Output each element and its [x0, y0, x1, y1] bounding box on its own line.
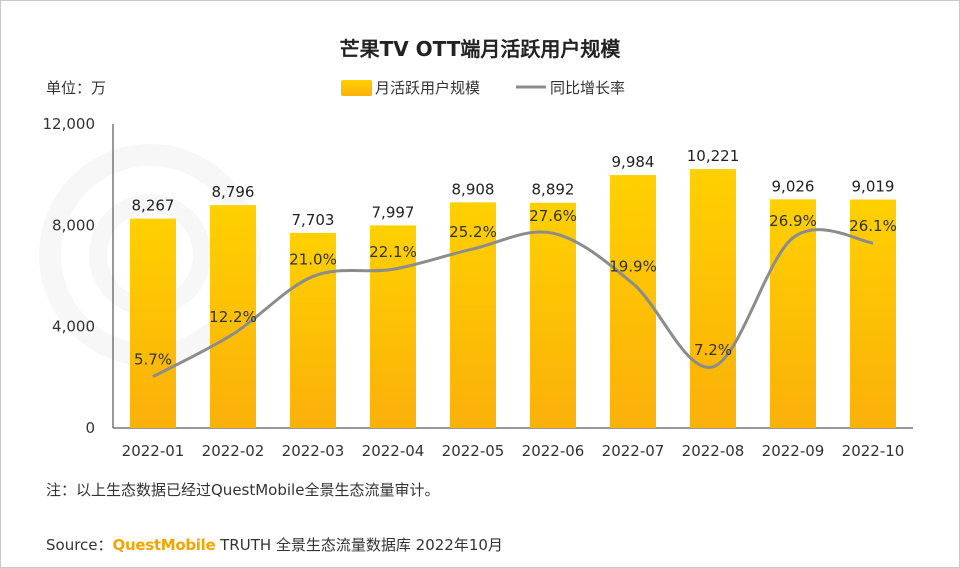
bars	[130, 169, 896, 428]
source-prefix: Source：	[46, 536, 113, 554]
bar-2022-09	[770, 199, 816, 428]
rate-value-label: 25.2%	[449, 223, 497, 241]
bar-2022-05	[450, 202, 496, 428]
x-tick-label: 2022-02	[202, 442, 265, 460]
legend-bar-swatch	[341, 80, 372, 96]
y-tick-labels: 0 4,000 8,000 12,000	[43, 115, 96, 437]
rate-value-label: 27.6%	[529, 207, 577, 225]
bar-value-label: 7,997	[372, 203, 415, 221]
x-tick-label: 2022-01	[122, 442, 185, 460]
x-tick-label: 2022-09	[762, 442, 825, 460]
rate-value-label: 5.7%	[134, 351, 172, 369]
bar-value-label: 9,019	[852, 178, 895, 196]
bar-2022-02	[210, 205, 256, 428]
source-brand: QuestMobile	[112, 536, 216, 554]
bar-value-label: 8,267	[132, 197, 175, 215]
bar-2022-03	[290, 232, 336, 428]
rate-value-label: 7.2%	[694, 341, 732, 359]
rate-value-label: 22.1%	[369, 243, 417, 261]
rate-value-label: 26.1%	[849, 217, 897, 235]
bar-value-label: 10,221	[687, 147, 740, 165]
bar-labels: 8,267 8,796 7,703 7,997 8,908 8,892 9,984 10,22…	[132, 147, 895, 229]
bar-value-label: 9,026	[772, 177, 815, 195]
bar-value-label: 8,796	[212, 183, 255, 201]
x-tick-label: 2022-08	[682, 442, 745, 460]
y-tick-label: 4,000	[52, 318, 95, 336]
bar-2022-04	[370, 225, 416, 428]
bar-value-label: 8,908	[452, 180, 495, 198]
growth-rate-line	[152, 228, 874, 378]
x-tick-label: 2022-05	[442, 442, 505, 460]
y-tick-label: 0	[85, 419, 95, 437]
bar-value-label: 7,703	[292, 211, 335, 229]
bar-2022-06	[530, 202, 576, 428]
x-tick-label: 2022-10	[842, 442, 905, 460]
rate-value-label: 21.0%	[289, 250, 337, 268]
rate-value-label: 26.9%	[769, 212, 817, 230]
x-tick-label: 2022-07	[602, 442, 665, 460]
legend: 月活跃用户规模 同比增长率	[341, 79, 625, 97]
rate-value-label: 19.9%	[609, 258, 657, 276]
rate-value-label: 12.2%	[209, 308, 257, 326]
x-tick-label: 2022-03	[282, 442, 345, 460]
bar-2022-01	[130, 218, 176, 428]
bar-value-label: 9,984	[612, 153, 655, 171]
footnote: 注：以上生态数据已经过QuestMobile全景生态流量审计。	[46, 481, 440, 499]
growth-rate-line-layer	[152, 228, 874, 378]
unit-label: 单位：万	[46, 79, 106, 97]
source-line: Source：QuestMobile TRUTH 全景生态流量数据库 2022年…	[46, 534, 503, 555]
x-tick-labels: 2022-01 2022-02 2022-03 2022-04 2022-05 2022-…	[122, 442, 905, 460]
legend-bar-label: 月活跃用户规模	[375, 79, 480, 97]
chart-title: 芒果TV OTT端月活跃用户规模	[340, 37, 622, 61]
bar-2022-08	[690, 169, 736, 428]
x-tick-label: 2022-04	[362, 442, 425, 460]
x-tick-label: 2022-06	[522, 442, 585, 460]
y-tick-label: 8,000	[52, 216, 95, 234]
rate-labels: 5.7% 12.2% 21.0% 22.1% 25.2% 27.6% 19.9% 7.2% 26…	[134, 207, 897, 368]
legend-line-label: 同比增长率	[550, 79, 625, 97]
source-rest: TRUTH 全景生态流量数据库 2022年10月	[215, 536, 503, 554]
y-tick-label: 12,000	[43, 115, 96, 133]
bar-value-label: 8,892	[532, 181, 575, 199]
